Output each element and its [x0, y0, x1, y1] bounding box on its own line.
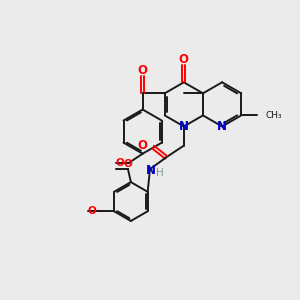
Text: O: O: [138, 64, 148, 77]
Text: N: N: [146, 164, 156, 176]
Text: O: O: [124, 158, 132, 169]
Text: N: N: [179, 120, 189, 133]
Text: N: N: [217, 120, 227, 133]
Text: O: O: [179, 53, 189, 66]
Text: CH₃: CH₃: [266, 111, 282, 120]
Text: H: H: [155, 168, 163, 178]
Text: O: O: [138, 139, 148, 152]
Text: O: O: [116, 158, 125, 168]
Text: O: O: [87, 206, 96, 216]
